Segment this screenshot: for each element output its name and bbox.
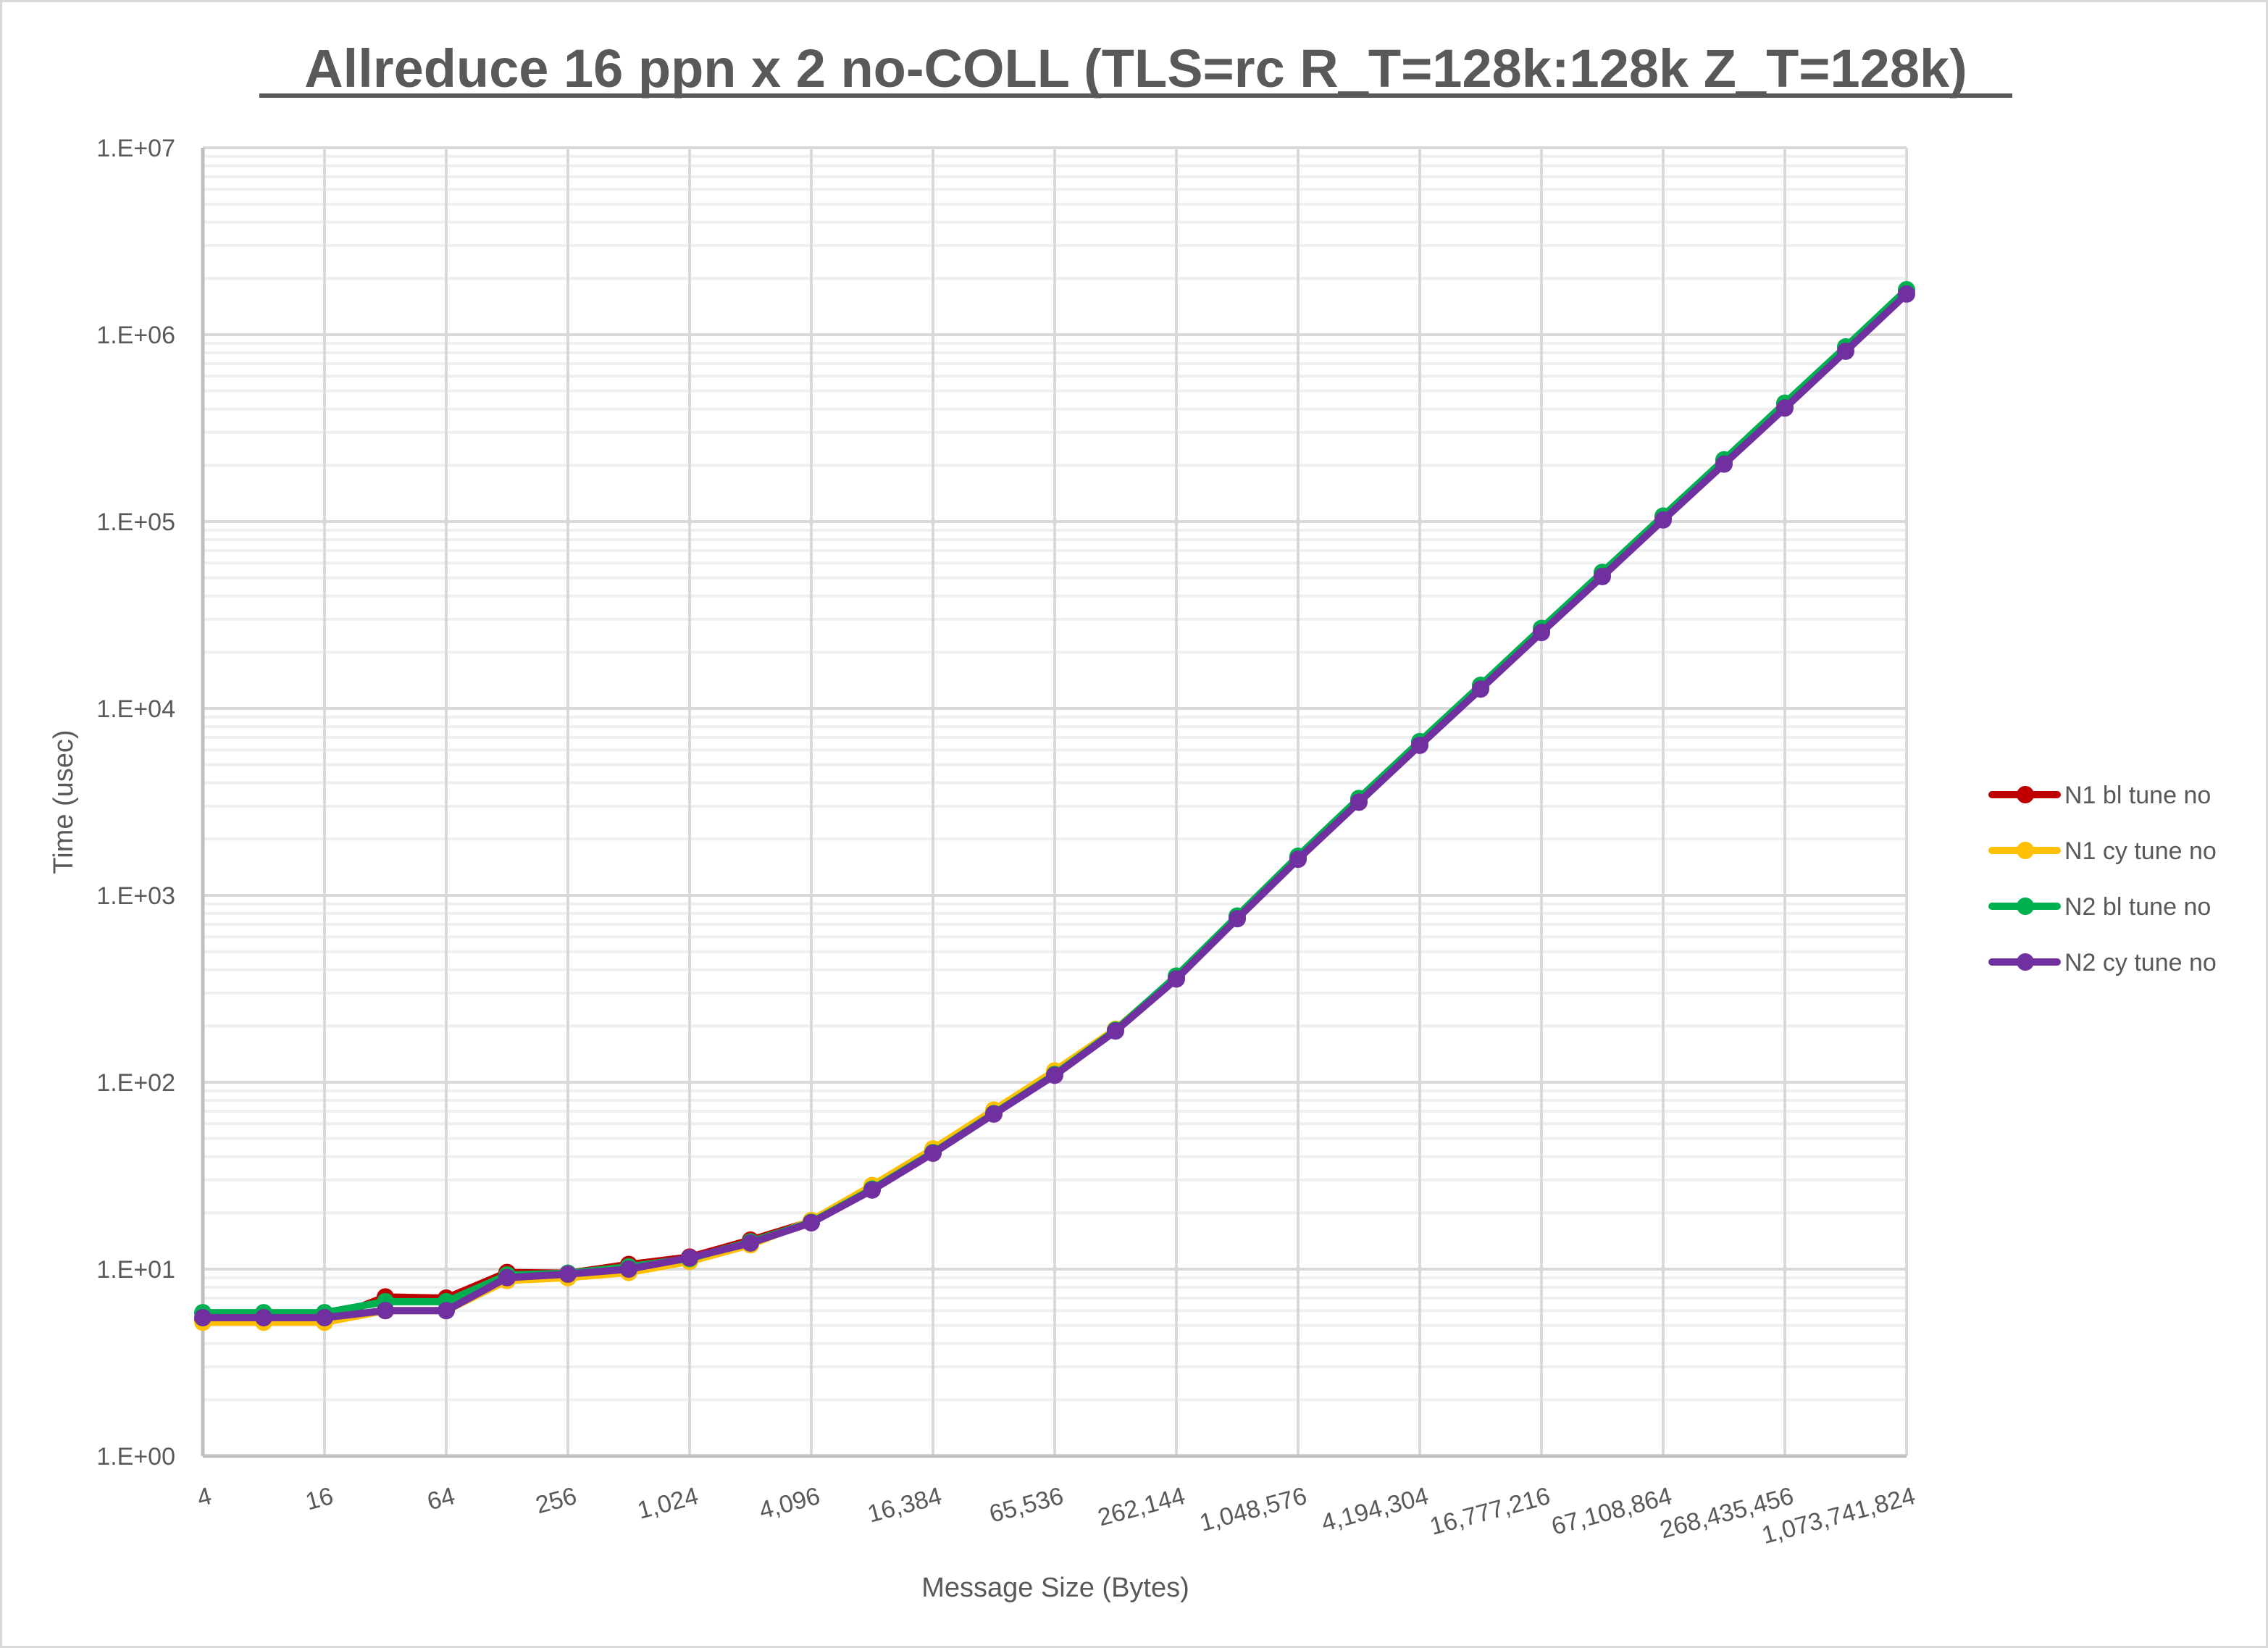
x-tick-label: 67,108,864	[1549, 1482, 1675, 1541]
y-axis-title: Time (usec)	[49, 729, 79, 874]
y-tick-label: 1.E+07	[96, 135, 175, 162]
x-axis-tick-labels: 4 16 64 256 1,024 4,096 16,384 65,536 262,144 1,0…	[194, 1482, 1918, 1549]
data-point-marker[interactable]	[1046, 1066, 1063, 1084]
chart-title: Allreduce 16 ppn x 2 no-COLL (TLS=rc R_T…	[304, 38, 1967, 99]
y-axis-tick-labels: 1.E+00 1.E+01 1.E+02 1.E+03 1.E+04 1.E+05 1.E+…	[96, 135, 175, 1471]
data-point-marker[interactable]	[438, 1302, 455, 1320]
legend-label: N2 cy tune no	[2064, 949, 2217, 976]
data-point-marker[interactable]	[1715, 455, 1733, 473]
data-point-marker[interactable]	[498, 1268, 516, 1287]
data-point-marker[interactable]	[863, 1181, 881, 1199]
data-point-marker[interactable]	[742, 1234, 759, 1252]
x-tick-label: 64	[424, 1482, 458, 1515]
y-tick-label: 1.E+02	[96, 1069, 175, 1097]
legend-item[interactable]: N1 bl tune no	[1988, 782, 2211, 809]
data-point-marker[interactable]	[985, 1105, 1003, 1123]
x-tick-label: 4,194,304	[1318, 1482, 1431, 1537]
y-tick-label: 1.E+01	[96, 1256, 175, 1284]
y-tick-label: 1.E+00	[96, 1443, 175, 1471]
data-point-marker[interactable]	[1654, 511, 1672, 529]
data-point-marker[interactable]	[1289, 850, 1307, 869]
data-point-marker[interactable]	[316, 1308, 333, 1326]
data-point-marker[interactable]	[559, 1265, 577, 1283]
legend-marker-icon	[2017, 898, 2034, 915]
data-point-marker[interactable]	[1168, 970, 1185, 988]
y-tick-label: 1.E+03	[96, 882, 175, 910]
data-point-marker[interactable]	[1776, 399, 1794, 417]
legend-label: N1 cy tune no	[2064, 837, 2217, 865]
legend-marker-icon	[2017, 842, 2034, 859]
chart-title-group: Allreduce 16 ppn x 2 no-COLL (TLS=rc R_T…	[259, 38, 2012, 99]
data-point-marker[interactable]	[924, 1145, 942, 1163]
legend-marker-icon	[2017, 786, 2034, 803]
legend-item[interactable]: N2 cy tune no	[1988, 949, 2217, 976]
data-point-marker[interactable]	[377, 1302, 394, 1320]
data-point-marker[interactable]	[1898, 285, 1915, 303]
data-point-marker[interactable]	[194, 1308, 212, 1326]
data-point-marker[interactable]	[1107, 1022, 1124, 1040]
legend-label: N1 bl tune no	[2064, 782, 2211, 809]
data-point-marker[interactable]	[1229, 910, 1246, 928]
data-point-marker[interactable]	[1837, 342, 1854, 360]
data-series	[194, 280, 1915, 1331]
data-point-marker[interactable]	[1594, 567, 1611, 585]
axes	[201, 148, 1907, 1458]
x-axis-title: Message Size (Bytes)	[921, 1573, 1189, 1603]
x-tick-label: 65,536	[987, 1482, 1066, 1528]
x-tick-label: 4,096	[756, 1482, 823, 1525]
data-point-marker[interactable]	[1533, 624, 1550, 642]
x-tick-label: 1,048,576	[1197, 1482, 1310, 1537]
y-tick-label: 1.E+04	[96, 695, 175, 723]
legend-marker-icon	[2017, 953, 2034, 971]
x-tick-label: 1,024	[635, 1482, 701, 1525]
series-n2-cy-tune-no	[194, 285, 1915, 1326]
x-tick-label: 16	[303, 1482, 336, 1515]
legend-item[interactable]: N1 cy tune no	[1988, 837, 2217, 865]
x-tick-label: 256	[532, 1482, 579, 1519]
legend-item[interactable]: N2 bl tune no	[1988, 893, 2211, 921]
legend: N1 bl tune no N1 cy tune no N2 bl tune no N…	[1988, 782, 2217, 976]
y-tick-label: 1.E+06	[96, 322, 175, 349]
data-point-marker[interactable]	[681, 1249, 698, 1267]
data-point-marker[interactable]	[1350, 793, 1368, 811]
x-tick-label: 16,384	[865, 1482, 945, 1528]
y-tick-label: 1.E+05	[96, 509, 175, 536]
legend-label: N2 bl tune no	[2064, 893, 2211, 921]
x-tick-label: 4	[194, 1482, 214, 1513]
data-point-marker[interactable]	[803, 1214, 820, 1232]
x-tick-label: 262,144	[1095, 1482, 1189, 1532]
data-point-marker[interactable]	[1411, 736, 1428, 754]
data-point-marker[interactable]	[255, 1308, 272, 1326]
data-point-marker[interactable]	[1472, 680, 1489, 698]
x-tick-label: 16,777,216	[1427, 1482, 1553, 1541]
data-point-marker[interactable]	[620, 1260, 637, 1278]
